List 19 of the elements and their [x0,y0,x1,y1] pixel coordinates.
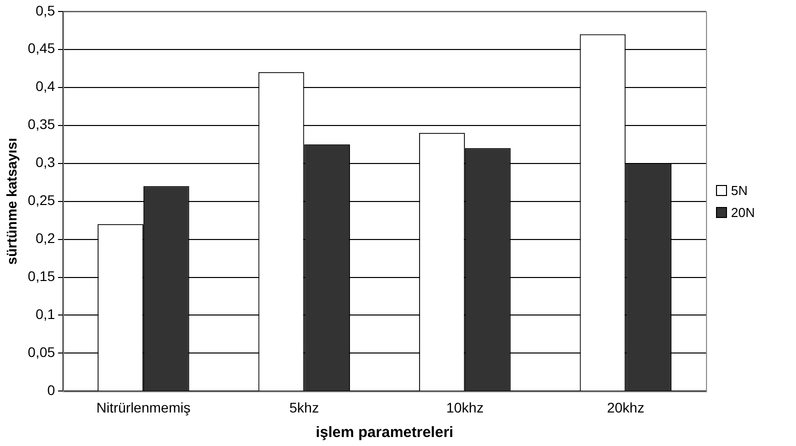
y-tick-label: 0,4 [36,78,56,94]
y-tick-label: 0,25 [28,192,56,208]
y-tick-label: 0,45 [28,40,56,56]
y-axis-title: sürtünme katsayısı [3,138,20,265]
text: 5N [731,182,748,198]
y-tick-label: 0,5 [36,2,56,18]
y-tick-label: 0,15 [28,268,56,284]
y-tick-label: 0,1 [36,306,56,322]
x-tick-label: Nitrürlenmemiş [96,399,190,416]
y-tick-label: 0,2 [36,230,56,246]
x-tick-label: 10khz [446,399,484,416]
y-tick-label: 0,3 [36,154,56,170]
y-tick-label: 0 [47,382,56,398]
x-axis-title: işlem parametreleri [316,424,454,442]
legend-label: 20N [731,204,755,220]
x-tick-label: 20khz [606,399,644,416]
y-tick-label: 0,05 [28,344,56,360]
x-tick-label: 5khz [289,399,319,416]
y-tick-label: 0,35 [28,116,56,132]
